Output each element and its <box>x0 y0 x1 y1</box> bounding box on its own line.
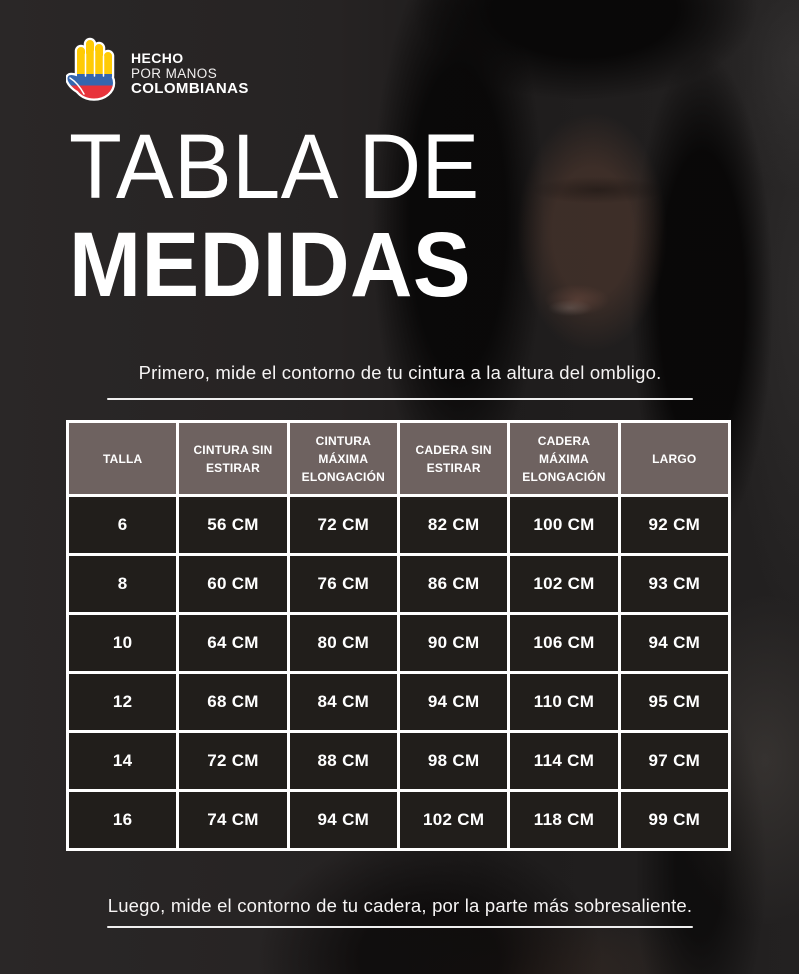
cell-value: 56 CM <box>176 494 290 556</box>
hand-flag-icon <box>66 37 116 101</box>
cell-value: 74 CM <box>176 789 290 851</box>
cell-value: 84 CM <box>286 671 400 733</box>
logo-line-colombianas: COLOMBIANAS <box>131 80 249 97</box>
logo-line-hecho: HECHO <box>131 50 184 66</box>
col-header-cadera-maxima: CADERA MÁXIMA ELONGACIÓN <box>507 420 621 497</box>
cell-value: 106 CM <box>507 612 621 674</box>
cell-value: 72 CM <box>176 730 290 792</box>
col-header-cintura-maxima: CINTURA MÁXIMA ELONGACIÓN <box>286 420 400 497</box>
logo-line-por-manos: POR MANOS <box>131 66 218 81</box>
cell-value: 94 CM <box>617 612 732 674</box>
size-row-14: 14 72 CM 88 CM 98 CM 114 CM 97 CM <box>65 730 732 792</box>
cell-value: 76 CM <box>286 553 400 615</box>
cell-value: 80 CM <box>286 612 400 674</box>
size-row-6: 6 56 CM 72 CM 82 CM 100 CM 92 CM <box>65 494 732 556</box>
cell-value: 114 CM <box>507 730 621 792</box>
divider-top <box>107 398 693 400</box>
cell-value: 94 CM <box>396 671 511 733</box>
cell-value: 102 CM <box>396 789 511 851</box>
col-header-cintura-sin-estirar: CINTURA SIN ESTIRAR <box>176 420 290 497</box>
col-header-cadera-sin-estirar: CADERA SIN ESTIRAR <box>396 420 511 497</box>
col-header-largo: LARGO <box>617 420 732 497</box>
page-title: TABLA DE MEDIDAS <box>69 118 506 314</box>
size-row-12: 12 68 CM 84 CM 94 CM 110 CM 95 CM <box>65 671 732 733</box>
cell-value: 88 CM <box>286 730 400 792</box>
cell-value: 90 CM <box>396 612 511 674</box>
cell-talla: 10 <box>65 612 180 674</box>
cell-talla: 6 <box>65 494 180 556</box>
instruction-hip: Luego, mide el contorno de tu cadera, po… <box>107 895 693 916</box>
cell-talla: 12 <box>65 671 180 733</box>
cell-value: 99 CM <box>617 789 732 851</box>
brand-logo: HECHO POR MANOS COLOMBIANAS <box>66 33 249 103</box>
size-row-10: 10 64 CM 80 CM 90 CM 106 CM 94 CM <box>65 612 732 674</box>
cell-value: 68 CM <box>176 671 290 733</box>
cell-value: 60 CM <box>176 553 290 615</box>
cell-talla: 14 <box>65 730 180 792</box>
size-table: TALLA CINTURA SIN ESTIRAR CINTURA MÁXIMA… <box>65 420 732 851</box>
brand-wordmark: HECHO POR MANOS COLOMBIANAS <box>131 50 249 97</box>
cell-talla: 16 <box>65 789 180 851</box>
cell-talla: 8 <box>65 553 180 615</box>
cell-value: 93 CM <box>617 553 732 615</box>
cell-value: 118 CM <box>507 789 621 851</box>
cell-value: 98 CM <box>396 730 511 792</box>
cell-value: 64 CM <box>176 612 290 674</box>
cell-value: 92 CM <box>617 494 732 556</box>
cell-value: 102 CM <box>507 553 621 615</box>
col-header-talla: TALLA <box>65 420 180 497</box>
cell-value: 97 CM <box>617 730 732 792</box>
cell-value: 100 CM <box>507 494 621 556</box>
divider-bottom <box>107 926 693 928</box>
title-line-2: MEDIDAS <box>69 214 472 316</box>
size-row-8: 8 60 CM 76 CM 86 CM 102 CM 93 CM <box>65 553 732 615</box>
cell-value: 94 CM <box>286 789 400 851</box>
instruction-waist: Primero, mide el contorno de tu cintura … <box>138 362 662 383</box>
cell-value: 82 CM <box>396 494 511 556</box>
cell-value: 86 CM <box>396 553 511 615</box>
cell-value: 110 CM <box>507 671 621 733</box>
header-row: TALLA CINTURA SIN ESTIRAR CINTURA MÁXIMA… <box>65 420 732 497</box>
title-line-1: TABLA DE <box>69 116 480 218</box>
size-row-16: 16 74 CM 94 CM 102 CM 118 CM 99 CM <box>65 789 732 851</box>
cell-value: 72 CM <box>286 494 400 556</box>
cell-value: 95 CM <box>617 671 732 733</box>
